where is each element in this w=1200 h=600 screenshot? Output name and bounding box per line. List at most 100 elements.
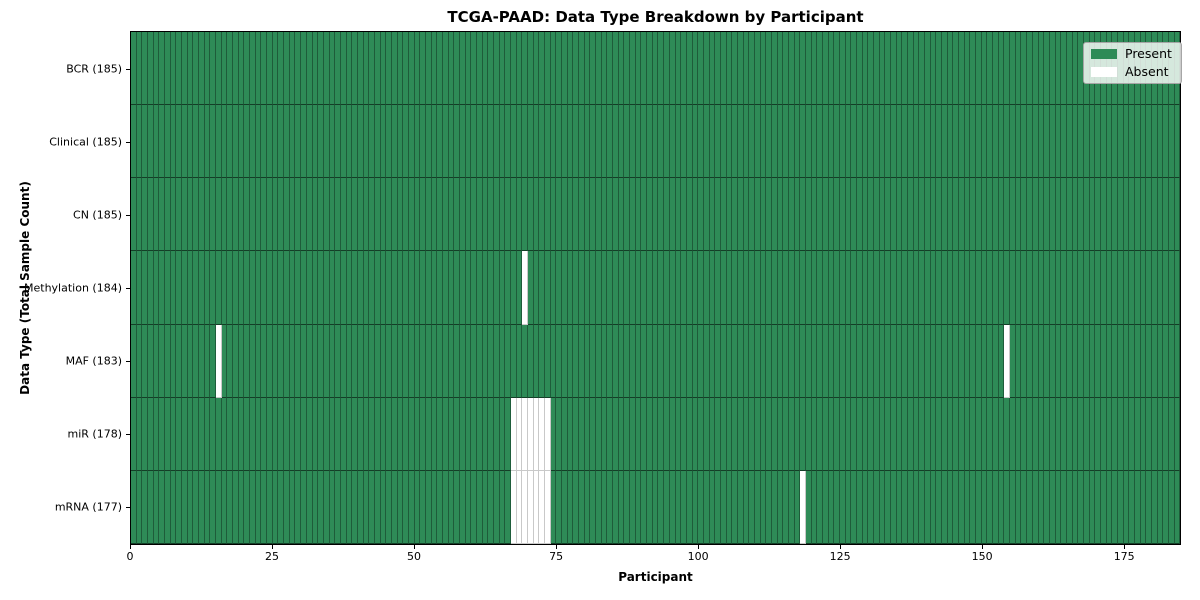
present-cell <box>420 397 426 471</box>
present-cell <box>442 105 449 179</box>
present-cell <box>607 470 614 544</box>
present-cell <box>420 178 426 252</box>
present-cell <box>834 178 840 252</box>
present-cell <box>947 178 954 252</box>
present-cell <box>153 397 160 471</box>
present-cell <box>380 251 387 325</box>
present-cell <box>289 178 296 252</box>
present-cell <box>380 397 387 471</box>
present-cell <box>743 397 750 471</box>
absent-cell <box>522 397 529 471</box>
present-cell <box>227 178 234 252</box>
present-cell <box>913 32 920 106</box>
present-cell <box>998 178 1005 252</box>
present-cell <box>959 470 965 544</box>
present-cell <box>828 397 835 471</box>
present-cell <box>278 397 285 471</box>
present-cell <box>420 32 426 106</box>
present-cell <box>1134 178 1141 252</box>
present-cell <box>879 105 886 179</box>
present-cell <box>233 470 239 544</box>
present-cell <box>454 178 460 252</box>
absent-swatch-icon <box>1091 66 1117 77</box>
present-cell <box>153 251 160 325</box>
present-cell <box>777 397 784 471</box>
present-cell <box>993 105 999 179</box>
present-cell <box>1061 251 1067 325</box>
present-cell <box>352 397 358 471</box>
present-cell <box>828 105 835 179</box>
present-cell <box>1021 397 1028 471</box>
present-cell <box>737 178 744 252</box>
present-cell <box>613 397 619 471</box>
present-cell <box>1100 397 1107 471</box>
present-cell <box>261 251 268 325</box>
present-cell <box>159 178 166 252</box>
present-cell <box>454 32 460 106</box>
present-cell <box>596 105 602 179</box>
present-cell <box>766 324 772 398</box>
present-cell <box>403 251 409 325</box>
present-cell <box>431 470 438 544</box>
present-cell <box>647 178 653 252</box>
present-cell <box>1010 324 1016 398</box>
present-cell <box>998 324 1005 398</box>
present-cell <box>1112 397 1118 471</box>
present-cell <box>346 324 353 398</box>
present-cell <box>357 470 364 544</box>
y-tick-mark <box>126 141 130 143</box>
present-cell <box>471 32 477 106</box>
present-cell <box>1083 470 1090 544</box>
present-cell <box>749 324 755 398</box>
present-cell <box>783 178 789 252</box>
absent-cell <box>539 470 546 544</box>
present-cell <box>556 324 563 398</box>
present-cell <box>442 470 449 544</box>
present-cell <box>204 105 211 179</box>
present-cell <box>533 251 540 325</box>
present-cell <box>857 470 863 544</box>
present-cell <box>874 470 880 544</box>
present-cell <box>766 178 772 252</box>
present-cell <box>1061 105 1067 179</box>
present-cell <box>238 397 245 471</box>
present-cell <box>1157 470 1164 544</box>
present-cell <box>641 397 648 471</box>
present-cell <box>805 470 812 544</box>
present-cell <box>936 178 943 252</box>
present-cell <box>539 251 546 325</box>
present-cell <box>1049 178 1056 252</box>
present-cell <box>647 251 653 325</box>
present-cell <box>732 470 738 544</box>
present-cell <box>397 178 404 252</box>
absent-cell <box>511 397 517 471</box>
present-cell <box>760 178 767 252</box>
present-cell <box>425 470 432 544</box>
present-cell <box>187 470 194 544</box>
present-cell <box>465 470 472 544</box>
present-cell <box>630 105 636 179</box>
present-cell <box>323 251 330 325</box>
present-cell <box>647 32 653 106</box>
present-cell <box>244 105 251 179</box>
present-cell <box>749 105 755 179</box>
present-cell <box>794 251 801 325</box>
present-cell <box>630 470 636 544</box>
present-cell <box>874 178 880 252</box>
present-cell <box>1027 324 1033 398</box>
present-cell <box>902 324 909 398</box>
present-cell <box>692 32 699 106</box>
present-cell <box>204 470 211 544</box>
present-cell <box>737 470 744 544</box>
present-cell <box>998 397 1005 471</box>
present-cell <box>1049 251 1056 325</box>
present-cell <box>357 397 364 471</box>
present-cell <box>925 397 931 471</box>
absent-cell <box>516 397 523 471</box>
present-cell <box>1004 397 1011 471</box>
present-cell <box>925 32 931 106</box>
present-cell <box>596 178 602 252</box>
present-cell <box>1106 397 1113 471</box>
present-cell <box>153 324 160 398</box>
present-cell <box>754 470 761 544</box>
